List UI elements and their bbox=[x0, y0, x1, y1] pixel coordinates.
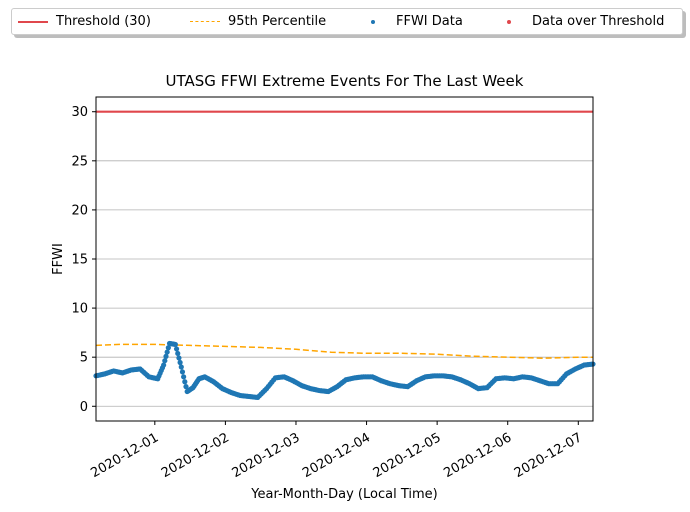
legend-label: FFWI Data bbox=[396, 14, 463, 29]
legend-line-swatch bbox=[18, 14, 48, 30]
ffwi-data-marker bbox=[175, 350, 181, 357]
ffwi-data-point bbox=[172, 341, 179, 348]
x-tick-label: 2020-12-05 bbox=[371, 430, 444, 481]
ffwi-data-marker bbox=[162, 358, 168, 364]
ffwi-data-marker bbox=[179, 369, 186, 375]
ffwi-data-point bbox=[161, 362, 167, 368]
legend-label: 95th Percentile bbox=[228, 14, 327, 29]
x-tick-label: 2020-12-04 bbox=[300, 430, 373, 481]
legend-dashed-swatch bbox=[190, 14, 220, 30]
ffwi-data-marker bbox=[183, 384, 189, 390]
ffwi-data-point bbox=[178, 364, 184, 370]
ffwi-data-marker bbox=[165, 345, 171, 351]
legend-item-data-over-threshold: Data over Threshold bbox=[494, 14, 664, 30]
x-tick-label: 2020-12-07 bbox=[512, 430, 585, 481]
x-tick-label: 2020-12-01 bbox=[88, 430, 161, 481]
ffwi-data-marker bbox=[182, 379, 188, 385]
y-tick-label: 0 bbox=[80, 400, 88, 415]
x-axis-label: Year-Month-Day (Local Time) bbox=[250, 487, 437, 502]
legend: Threshold (30) 95th Percentile FFWI Data… bbox=[11, 8, 683, 35]
ffwi-data-marker bbox=[176, 355, 182, 361]
legend-item-threshold: Threshold (30) bbox=[18, 14, 151, 30]
ffwi-data-marker bbox=[181, 374, 187, 380]
legend-item-95th-percentile: 95th Percentile bbox=[190, 14, 326, 30]
legend-item-ffwi-data: FFWI Data bbox=[358, 14, 463, 30]
legend-label: Threshold (30) bbox=[56, 14, 151, 29]
x-tick-label: 2020-12-02 bbox=[159, 430, 232, 481]
legend-label: Data over Threshold bbox=[532, 14, 665, 29]
ffwi-data-marker bbox=[163, 353, 169, 359]
series-layer bbox=[93, 110, 596, 401]
ffwi-data-marker bbox=[173, 346, 180, 352]
y-tick-label: 5 bbox=[80, 351, 88, 366]
y-axis-label: FFWI bbox=[51, 243, 66, 275]
chart-title: UTASG FFWI Extreme Events For The Last W… bbox=[166, 72, 524, 90]
ffwi-data-marker bbox=[164, 349, 170, 355]
y-tick-label: 15 bbox=[71, 253, 88, 268]
x-tick-label: 2020-12-06 bbox=[441, 430, 514, 481]
y-tick-label: 30 bbox=[71, 105, 88, 120]
y-tick-label: 10 bbox=[71, 302, 88, 317]
x-tick-label: 2020-12-03 bbox=[230, 430, 303, 481]
axes: 0510152025302020-12-012020-12-022020-12-… bbox=[71, 105, 584, 481]
y-tick-label: 25 bbox=[71, 154, 88, 169]
ffwi-data-marker bbox=[177, 359, 183, 366]
legend-dot-swatch bbox=[494, 14, 524, 30]
y-gridlines bbox=[96, 111, 593, 407]
y-tick-label: 20 bbox=[71, 203, 88, 218]
legend-dot-swatch bbox=[358, 14, 388, 30]
